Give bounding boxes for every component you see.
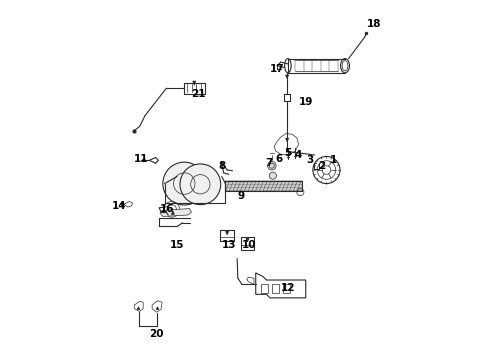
Text: 5: 5 <box>284 148 292 158</box>
Text: 12: 12 <box>281 283 295 293</box>
Text: 11: 11 <box>133 154 148 164</box>
Text: 8: 8 <box>218 161 225 171</box>
Ellipse shape <box>342 61 348 71</box>
Text: 17: 17 <box>270 64 285 74</box>
Text: 10: 10 <box>242 240 257 250</box>
Text: 21: 21 <box>191 89 206 99</box>
Bar <box>184 83 205 94</box>
Circle shape <box>180 164 220 204</box>
Text: 2: 2 <box>318 161 325 171</box>
Bar <box>272 284 279 293</box>
Polygon shape <box>160 208 192 216</box>
Circle shape <box>163 162 206 205</box>
Text: 1: 1 <box>330 156 337 165</box>
Text: 9: 9 <box>238 191 245 201</box>
Bar <box>283 284 290 293</box>
Text: 7: 7 <box>265 158 272 168</box>
Circle shape <box>268 161 276 170</box>
Text: 16: 16 <box>160 204 174 214</box>
Bar <box>220 230 234 242</box>
Text: 19: 19 <box>298 97 313 107</box>
Circle shape <box>270 172 276 179</box>
Text: 13: 13 <box>221 240 236 250</box>
Bar <box>242 237 254 249</box>
Text: 4: 4 <box>295 150 302 160</box>
Text: 3: 3 <box>306 156 314 165</box>
Text: 15: 15 <box>170 240 184 250</box>
Text: 14: 14 <box>112 201 126 211</box>
Text: 6: 6 <box>275 154 282 163</box>
Text: 18: 18 <box>367 19 382 29</box>
Ellipse shape <box>341 59 349 73</box>
Bar <box>261 284 268 293</box>
Text: 20: 20 <box>149 329 164 339</box>
